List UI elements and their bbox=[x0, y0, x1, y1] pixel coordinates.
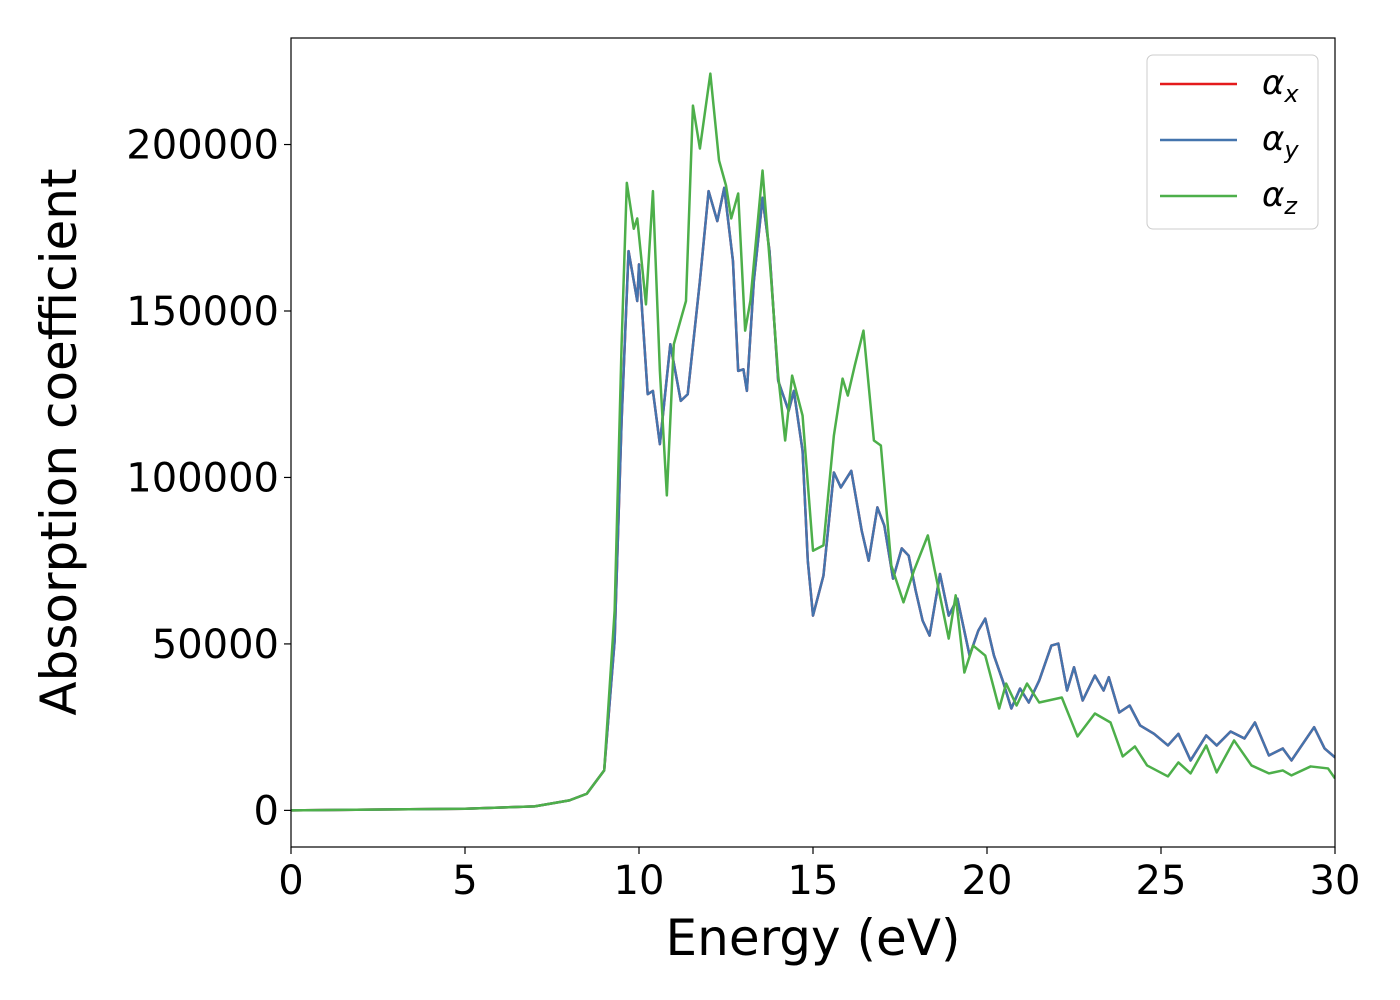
x-tick-label: 20 bbox=[962, 858, 1013, 904]
x-tick-label: 25 bbox=[1136, 858, 1187, 904]
y-axis-label: Absorption coefficient bbox=[30, 168, 88, 715]
x-tick-label: 15 bbox=[788, 858, 839, 904]
y-tick-label: 0 bbox=[254, 788, 279, 834]
x-tick-label: 30 bbox=[1310, 858, 1361, 904]
y-tick-label: 150000 bbox=[126, 289, 279, 335]
y-tick-label: 50000 bbox=[152, 622, 279, 668]
y-tick-label: 200000 bbox=[126, 123, 279, 169]
legend-label: αy bbox=[1262, 119, 1299, 164]
plot-lines bbox=[291, 72, 1335, 812]
series-line bbox=[291, 186, 1335, 812]
x-tick-label: 5 bbox=[452, 858, 477, 904]
x-tick-label: 10 bbox=[614, 858, 665, 904]
series-line bbox=[291, 186, 1335, 812]
series-line bbox=[291, 72, 1335, 812]
legend-label: αx bbox=[1262, 63, 1299, 108]
legend-label: αz bbox=[1262, 175, 1298, 220]
x-axis-label: Energy (eV) bbox=[666, 909, 961, 967]
x-tick-label: 0 bbox=[278, 858, 303, 904]
y-tick-label: 100000 bbox=[126, 455, 279, 501]
legend-box bbox=[1146, 54, 1319, 230]
